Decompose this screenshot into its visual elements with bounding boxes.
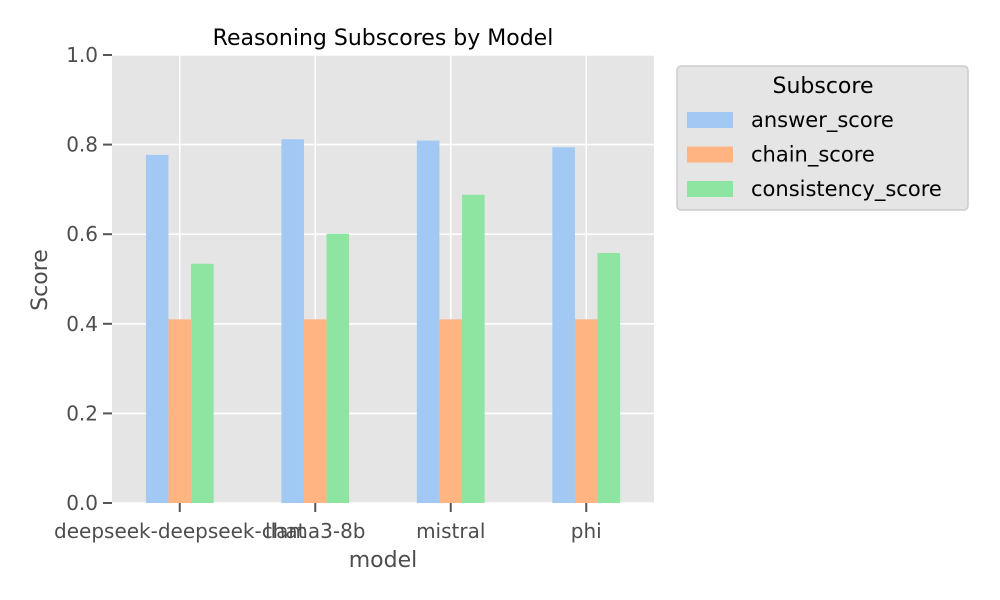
x-axis-label: model bbox=[349, 548, 418, 573]
y-tick-label: 0.8 bbox=[66, 133, 98, 157]
bar-answer_score bbox=[416, 140, 440, 503]
legend-box bbox=[676, 65, 969, 211]
x-tick-label: mistral bbox=[416, 519, 485, 543]
y-axis: 0.0 0.2 0.4 0.6 0.8 1.0 bbox=[66, 43, 112, 515]
bar-consistency_score bbox=[462, 194, 485, 503]
legend-label: chain_score bbox=[751, 143, 875, 168]
bar-answer_score bbox=[145, 154, 169, 504]
bar-chain_score bbox=[439, 319, 463, 503]
legend: Subscore answer_score chain_score consiste… bbox=[676, 65, 969, 211]
legend-swatch bbox=[687, 146, 733, 163]
bar-consistency_score bbox=[597, 253, 621, 503]
bar-consistency_score bbox=[326, 233, 350, 503]
bar-chain_score bbox=[303, 319, 327, 503]
bars bbox=[145, 139, 621, 504]
bar-answer_score bbox=[281, 139, 304, 503]
chart-title: Reasoning Subscores by Model bbox=[213, 26, 554, 51]
legend-swatch bbox=[687, 181, 733, 197]
y-tick-label: 0.2 bbox=[66, 401, 98, 425]
legend-title: Subscore bbox=[773, 74, 874, 99]
y-tick-label: 0.4 bbox=[66, 312, 98, 336]
bar-consistency_score bbox=[191, 263, 214, 503]
legend-items: answer_score chain_score consistency_score bbox=[687, 108, 942, 202]
y-tick-label: 1.0 bbox=[66, 43, 98, 67]
legend-label: answer_score bbox=[751, 108, 894, 133]
bar-answer_score bbox=[552, 147, 575, 503]
legend-swatch bbox=[687, 112, 733, 128]
x-tick-label: deepseek-deepseek-chat bbox=[54, 519, 306, 543]
bar-chain_score bbox=[574, 319, 598, 503]
x-tick-label: llama3-8b bbox=[265, 519, 365, 543]
y-tick-label: 0.0 bbox=[66, 491, 98, 515]
legend-label: consistency_score bbox=[751, 177, 942, 202]
bar-chain_score bbox=[168, 319, 192, 503]
y-tick-label: 0.6 bbox=[66, 222, 98, 246]
x-tick-label: phi bbox=[571, 519, 602, 543]
y-axis-label: Score bbox=[28, 249, 53, 311]
